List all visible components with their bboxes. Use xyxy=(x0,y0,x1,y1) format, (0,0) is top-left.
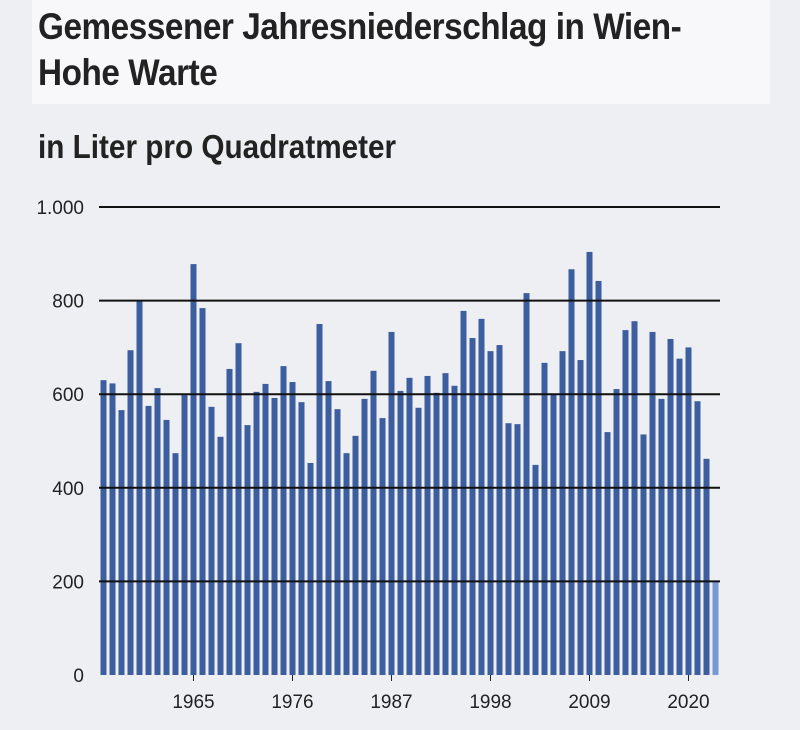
x-tick-label: 2020 xyxy=(667,692,709,713)
bar-1966 xyxy=(199,308,206,675)
bar-1977 xyxy=(298,402,305,675)
bar-1970 xyxy=(235,343,242,675)
bar-2022 xyxy=(703,458,710,675)
bar-1975 xyxy=(280,366,287,675)
bar-1999 xyxy=(496,345,503,675)
bar-1957 xyxy=(118,410,125,675)
bar-2008 xyxy=(577,360,584,675)
bar-2001 xyxy=(514,424,521,675)
x-tick-label: 1987 xyxy=(370,692,412,713)
bar-1994 xyxy=(451,385,458,675)
bar-1976 xyxy=(289,382,296,675)
bar-2021 xyxy=(694,401,701,675)
bar-2006 xyxy=(559,351,566,675)
title-box xyxy=(32,0,770,104)
bar-2002 xyxy=(523,293,530,675)
y-tick-label: 800 xyxy=(52,292,84,313)
bar-1969 xyxy=(226,368,233,675)
bar-2004 xyxy=(541,362,548,675)
bar-1973 xyxy=(262,383,269,675)
bar-2023 xyxy=(712,581,719,675)
bar-1980 xyxy=(325,381,332,675)
bar-1968 xyxy=(217,436,224,675)
y-tick-label: 400 xyxy=(52,479,84,500)
bar-1998 xyxy=(487,351,494,675)
bar-1996 xyxy=(469,338,476,675)
bar-2016 xyxy=(649,331,656,675)
bar-1963 xyxy=(172,453,179,675)
bar-1984 xyxy=(361,398,368,675)
bar-1974 xyxy=(271,397,278,675)
bar-2019 xyxy=(676,358,683,675)
y-tick-label: 600 xyxy=(52,385,84,406)
bar-1988 xyxy=(397,390,404,675)
bar-1971 xyxy=(244,425,251,675)
bar-2007 xyxy=(568,269,575,675)
y-tick-label: 200 xyxy=(52,572,84,593)
bar-1982 xyxy=(343,453,350,675)
x-tick-label: 1976 xyxy=(271,692,313,713)
bar-1985 xyxy=(370,370,377,675)
bar-2013 xyxy=(622,330,629,675)
bar-2005 xyxy=(550,394,557,675)
x-tick-label: 2009 xyxy=(568,692,610,713)
bar-1983 xyxy=(352,435,359,675)
bar-1997 xyxy=(478,318,485,675)
bar-1960 xyxy=(145,405,152,675)
bar-1989 xyxy=(406,377,413,675)
bar-1972 xyxy=(253,391,260,675)
bar-1986 xyxy=(379,418,386,675)
bar-1967 xyxy=(208,406,215,675)
bar-1956 xyxy=(109,383,116,675)
bar-2015 xyxy=(640,434,647,675)
bar-1981 xyxy=(334,409,341,675)
bar-2012 xyxy=(613,389,620,675)
chart-title: Gemessener Jahresniederschlag in Wien- H… xyxy=(38,6,682,93)
bar-2003 xyxy=(532,464,539,675)
bar-1991 xyxy=(424,375,431,675)
bar-2017 xyxy=(658,398,665,675)
x-tick-label: 1998 xyxy=(469,692,511,713)
bar-1978 xyxy=(307,462,314,675)
bar-1992 xyxy=(433,392,440,675)
bar-1965 xyxy=(190,264,197,675)
x-tick-label: 1965 xyxy=(172,692,214,713)
bar-1958 xyxy=(127,350,134,675)
bar-1964 xyxy=(181,395,188,675)
bar-1979 xyxy=(316,324,323,675)
bar-2020 xyxy=(685,347,692,675)
chart-subtitle: in Liter pro Quadratmeter xyxy=(38,128,397,165)
bar-2018 xyxy=(667,338,674,675)
bar-1955 xyxy=(100,380,107,675)
bar-2014 xyxy=(631,321,638,675)
bar-1962 xyxy=(163,419,170,675)
bar-2011 xyxy=(604,432,611,675)
bar-1993 xyxy=(442,373,449,675)
bar-2000 xyxy=(505,423,512,675)
bar-1987 xyxy=(388,331,395,675)
bar-1990 xyxy=(415,407,422,675)
y-tick-label: 1.000 xyxy=(36,198,84,219)
bar-2010 xyxy=(595,280,602,675)
bar-1995 xyxy=(460,310,467,675)
y-tick-label: 0 xyxy=(73,666,84,687)
bar-1961 xyxy=(154,388,161,675)
bar-2009 xyxy=(586,251,593,676)
